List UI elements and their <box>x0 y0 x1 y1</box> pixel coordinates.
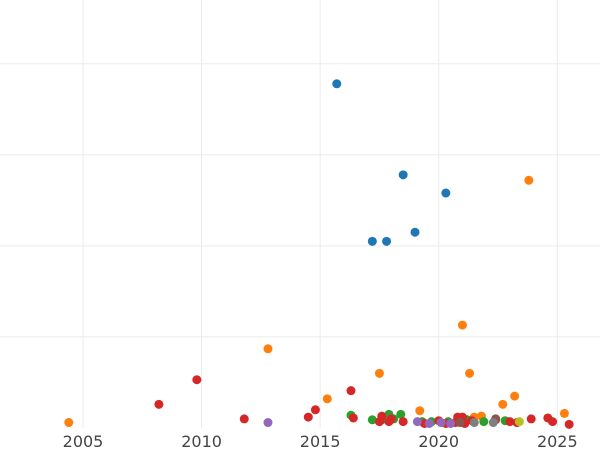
x-axis-ticks: 2005 2010 2015 2020 2025 <box>63 432 578 450</box>
data-point <box>398 417 408 427</box>
data-point <box>412 417 422 427</box>
data-point <box>322 394 332 404</box>
data-point <box>348 413 358 423</box>
data-point <box>510 391 520 401</box>
data-point <box>441 188 451 198</box>
data-point <box>263 418 273 428</box>
data-point <box>526 414 536 424</box>
x-tick-label: 2005 <box>63 432 104 450</box>
data-point <box>398 170 408 180</box>
x-tick-label: 2025 <box>537 432 578 450</box>
data-point <box>514 417 524 427</box>
data-points <box>64 79 574 429</box>
data-point <box>457 320 467 330</box>
data-point <box>505 417 515 427</box>
data-point <box>386 414 396 424</box>
x-tick-label: 2020 <box>418 432 459 450</box>
data-point <box>263 344 273 354</box>
data-point <box>424 418 434 428</box>
data-point <box>436 418 446 428</box>
data-point <box>559 408 569 418</box>
data-point <box>548 417 558 427</box>
data-point <box>310 405 320 415</box>
data-point <box>64 418 74 428</box>
data-point <box>396 409 406 419</box>
data-point <box>455 418 465 428</box>
data-point <box>479 417 489 427</box>
data-point <box>303 412 313 422</box>
data-point <box>332 79 342 89</box>
data-point <box>524 175 534 185</box>
data-point <box>192 375 202 385</box>
data-point <box>564 419 574 429</box>
data-point <box>154 399 164 409</box>
data-point <box>382 236 392 246</box>
data-point <box>377 411 387 421</box>
data-point <box>488 418 498 428</box>
data-point <box>374 368 384 378</box>
data-point <box>469 418 479 428</box>
data-point <box>415 406 425 416</box>
data-point <box>446 418 456 428</box>
data-point <box>410 227 420 237</box>
data-point <box>367 415 377 425</box>
x-tick-label: 2015 <box>300 432 341 450</box>
data-point <box>465 368 475 378</box>
grid <box>0 0 600 428</box>
data-point <box>498 399 508 409</box>
data-point <box>367 236 377 246</box>
x-tick-label: 2010 <box>181 432 222 450</box>
data-point <box>239 414 249 424</box>
data-point <box>346 386 356 396</box>
